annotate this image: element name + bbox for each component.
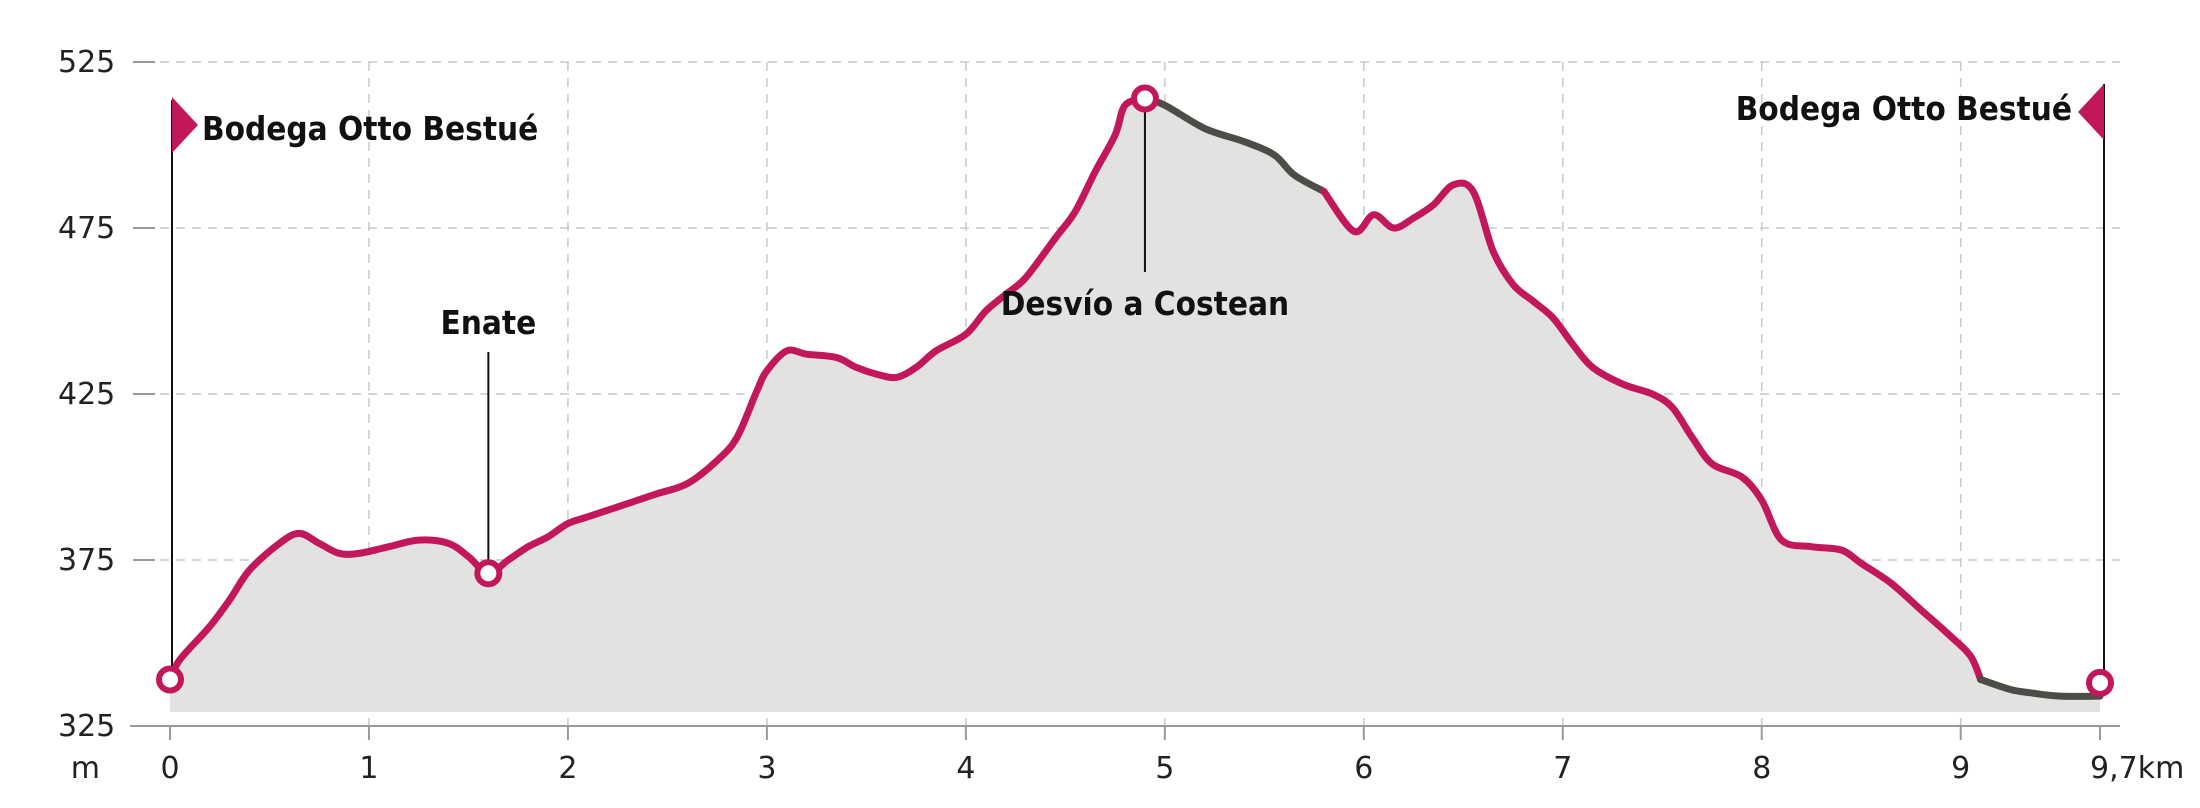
waypoints: Bodega Otto Bestué Enate Desvío a Costean B… bbox=[156, 84, 2114, 697]
x-tick-label: 4 bbox=[956, 751, 975, 786]
waypoint-marker bbox=[2086, 668, 2114, 697]
waypoint: Bodega Otto Bestué bbox=[156, 97, 538, 694]
y-tick-label: 325 bbox=[58, 709, 115, 744]
x-tick-label: 2 bbox=[558, 751, 577, 786]
y-tick-label: 525 bbox=[58, 45, 115, 80]
y-tick-label: 475 bbox=[58, 211, 115, 246]
waypoint-label: Enate bbox=[440, 303, 536, 342]
tick-labels: m 325 375 425 475 525 0 1 2 3 4 5 6 7 8 9 9,7km bbox=[58, 45, 2184, 786]
x-tick-label: 1 bbox=[359, 751, 378, 786]
elevation-line-segment bbox=[1320, 179, 1985, 683]
waypoint-marker bbox=[156, 665, 184, 694]
y-unit-label: m bbox=[71, 751, 100, 786]
x-tick-label: 5 bbox=[1155, 751, 1174, 786]
elevation-line-segment bbox=[166, 95, 1149, 683]
x-tick-label: 3 bbox=[757, 751, 776, 786]
waypoint: Desvío a Costean bbox=[1001, 84, 1289, 323]
x-tick-label: 9,7km bbox=[2090, 751, 2184, 786]
y-tick-label: 425 bbox=[58, 377, 115, 412]
waypoint-marker bbox=[1130, 84, 1159, 113]
y-tick-label: 375 bbox=[58, 543, 115, 578]
elevation-area bbox=[170, 98, 2100, 712]
waypoint-label: Desvío a Costean bbox=[1001, 284, 1289, 323]
elevation-line-segment-flat bbox=[1141, 95, 1328, 195]
x-tick-label: 8 bbox=[1752, 751, 1771, 786]
waypoint-label: Bodega Otto Bestué bbox=[1736, 89, 2072, 128]
x-tick-label: 0 bbox=[160, 751, 179, 786]
x-tick-label: 7 bbox=[1553, 751, 1572, 786]
waypoint-marker bbox=[474, 559, 503, 588]
flag-icon bbox=[172, 97, 198, 153]
waypoint: Enate bbox=[440, 303, 536, 588]
elevation-line-segment-flat bbox=[1977, 676, 2104, 700]
waypoint: Bodega Otto Bestué bbox=[1736, 84, 2114, 697]
axes bbox=[130, 61, 2120, 740]
elevation-line bbox=[166, 95, 2104, 700]
flag-icon bbox=[2078, 84, 2104, 140]
x-tick-label: 6 bbox=[1354, 751, 1373, 786]
waypoint-label: Bodega Otto Bestué bbox=[202, 109, 538, 148]
x-tick-label: 9 bbox=[1951, 751, 1970, 786]
